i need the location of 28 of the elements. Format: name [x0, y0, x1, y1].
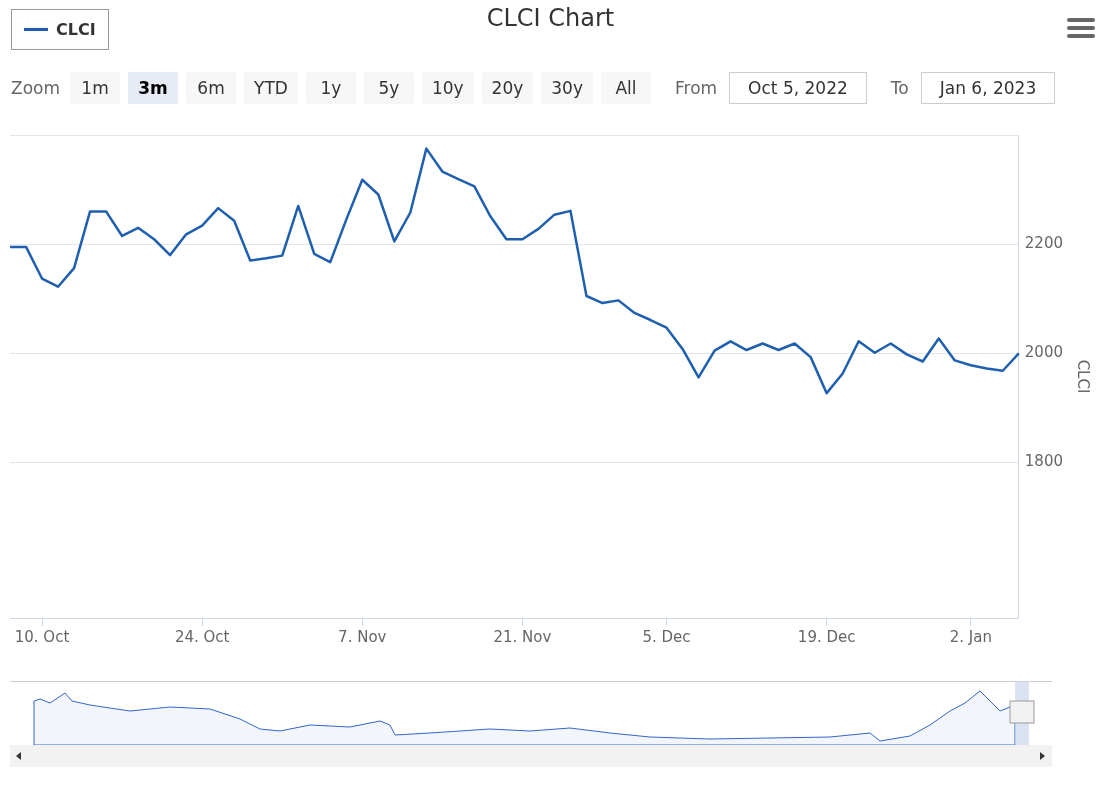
y-tick-label: 1800 [1024, 452, 1064, 471]
x-tick-label: 5. Dec [642, 627, 691, 646]
text: From [674, 78, 718, 98]
text: 1y [305, 72, 356, 104]
text: All [600, 72, 651, 104]
x-tick-label: 21. Nov [493, 627, 552, 646]
y-axis-title: CLCI [1074, 359, 1093, 394]
chart-title: CLCI Chart [486, 4, 615, 32]
x-tick-label: 7. Nov [338, 627, 387, 646]
text: 3m [128, 72, 179, 104]
text: 30y [541, 72, 593, 104]
y-tick-label: 2000 [1024, 343, 1064, 362]
text: 6m [186, 72, 237, 104]
x-tick-label: 2. Jan [949, 627, 992, 646]
text: To [890, 78, 909, 98]
x-tick-label: 24. Oct [174, 627, 230, 646]
x-tick-label: 10. Oct [14, 627, 70, 646]
text: 10y [421, 72, 474, 104]
text: 20y [481, 72, 534, 104]
text: Oct 5, 2022 [729, 72, 867, 104]
text: 5y [363, 72, 414, 104]
legend-label: CLCI [56, 20, 96, 39]
text: 1m [70, 72, 121, 104]
x-tick-label: 19. Dec [797, 627, 856, 646]
text: YTD [244, 72, 298, 104]
y-tick-label: 2200 [1024, 234, 1064, 253]
text: Zoom [11, 78, 61, 98]
text: Jan 6, 2023 [920, 72, 1056, 104]
